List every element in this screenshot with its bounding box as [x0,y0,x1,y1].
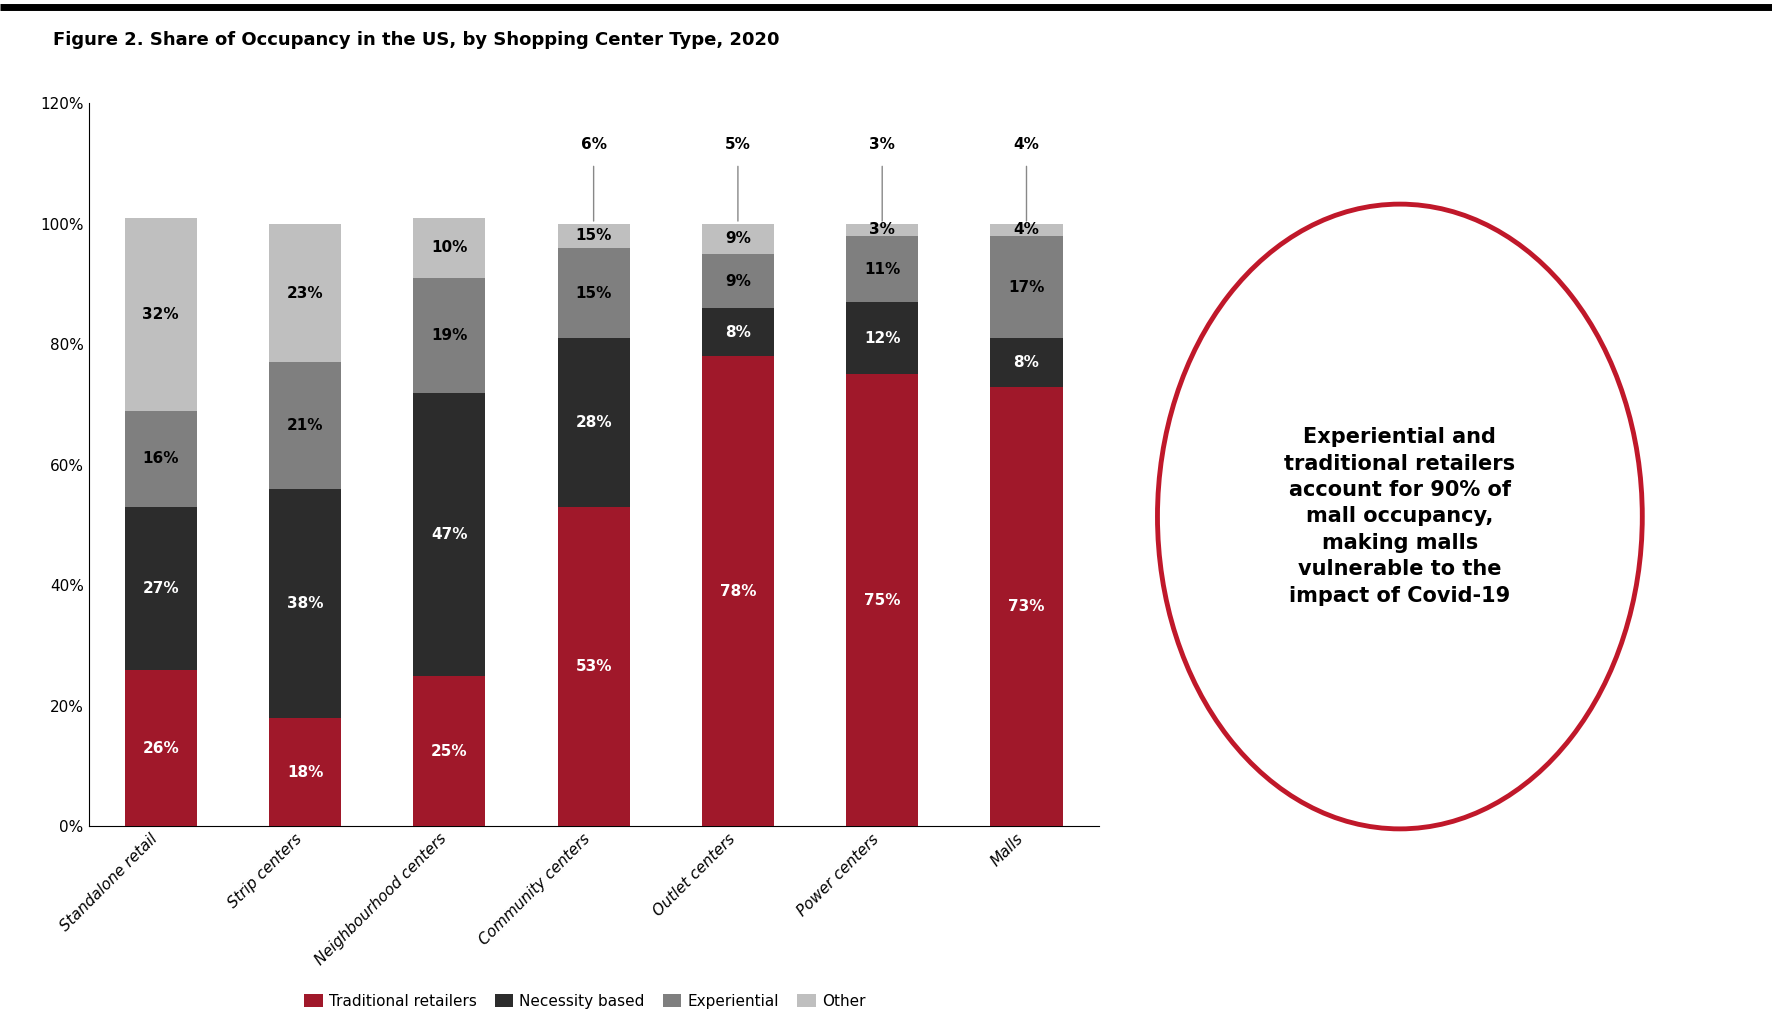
Text: 75%: 75% [865,593,900,608]
Text: 21%: 21% [287,418,323,433]
Text: 9%: 9% [725,231,751,247]
Text: 9%: 9% [725,274,751,288]
Bar [413,393,486,676]
Text: 19%: 19% [431,327,468,343]
Bar [124,410,197,507]
Text: 8%: 8% [1014,355,1040,370]
Text: 10%: 10% [431,241,468,255]
Text: 12%: 12% [865,331,900,346]
Bar [847,303,918,375]
Bar [558,224,629,248]
Text: 78%: 78% [719,584,757,599]
Text: 3%: 3% [870,136,895,152]
Bar [558,338,629,507]
Text: 11%: 11% [865,261,900,277]
Text: 53%: 53% [576,659,611,675]
Bar [991,224,1063,236]
Bar [702,224,774,254]
Bar [702,308,774,356]
Text: 27%: 27% [142,581,179,596]
Bar [847,236,918,302]
Bar [702,356,774,826]
Text: 16%: 16% [142,451,179,466]
Text: 28%: 28% [576,415,611,430]
Bar [269,489,342,718]
Text: 23%: 23% [287,285,323,301]
Text: 47%: 47% [431,527,468,541]
Text: Experiential and
traditional retailers
account for 90% of
mall occupancy,
making: Experiential and traditional retailers a… [1285,428,1515,605]
Text: 6%: 6% [581,136,606,152]
Bar [269,718,342,826]
Text: 15%: 15% [576,285,611,301]
Legend: Traditional retailers, Necessity based, Experiential, Other: Traditional retailers, Necessity based, … [298,988,872,1015]
Text: 4%: 4% [1014,222,1040,238]
Text: 3%: 3% [870,222,895,238]
Bar [991,386,1063,826]
Text: 26%: 26% [142,741,179,755]
Text: 17%: 17% [1008,280,1045,294]
Bar [124,669,197,826]
Bar [558,507,629,826]
Bar [991,236,1063,339]
Bar [269,224,342,363]
Text: 25%: 25% [431,744,468,758]
Text: 32%: 32% [142,307,179,321]
Bar [413,218,486,278]
Bar [413,676,486,826]
Bar [269,363,342,489]
Text: 4%: 4% [1014,136,1040,152]
Bar [702,254,774,308]
Bar [413,278,486,393]
Text: 8%: 8% [725,324,751,340]
Bar [991,338,1063,386]
Bar [558,248,629,339]
Text: Figure 2. Share of Occupancy in the US, by Shopping Center Type, 2020: Figure 2. Share of Occupancy in the US, … [53,31,780,49]
Text: 15%: 15% [576,228,611,244]
Text: 73%: 73% [1008,599,1045,614]
Bar [124,507,197,669]
Text: 5%: 5% [725,136,751,152]
Text: 38%: 38% [287,596,323,611]
Bar [124,218,197,411]
Bar [847,375,918,826]
Bar [847,224,918,236]
Text: 18%: 18% [287,764,323,780]
